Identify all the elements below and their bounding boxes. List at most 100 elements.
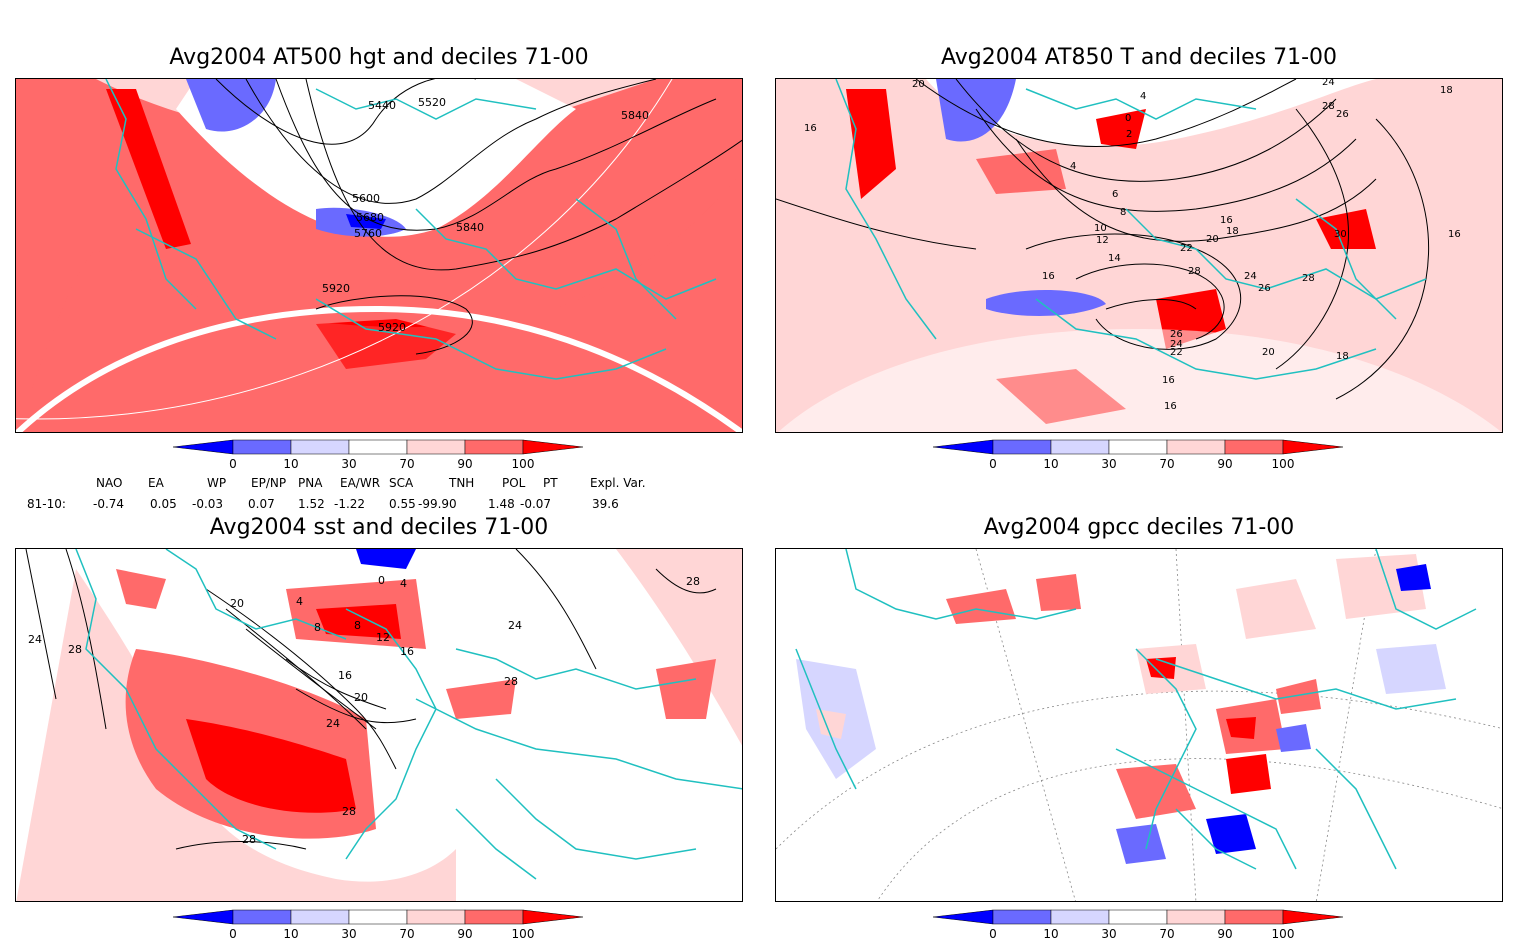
svg-text:5760: 5760 — [354, 227, 382, 240]
index-value-epnp: 0.07 — [248, 497, 275, 511]
svg-text:30: 30 — [1334, 229, 1347, 240]
svg-text:26: 26 — [1258, 283, 1271, 294]
index-header-pol: POL — [502, 476, 526, 490]
colorbar-tick-label: 10 — [1043, 457, 1058, 471]
colorbar-swatch — [173, 909, 234, 925]
colorbar-swatch — [933, 439, 994, 455]
svg-text:28: 28 — [68, 643, 82, 656]
svg-text:8: 8 — [1120, 207, 1126, 218]
colorbar-swatch — [406, 439, 466, 455]
index-header-nao: NAO — [96, 476, 123, 490]
colorbar-tick-label: 90 — [1217, 457, 1232, 471]
colorbar-tick-label: 30 — [341, 927, 356, 941]
indices-values: 81-10: -0.74 0.05 -0.03 0.07 1.52 -1.22 … — [0, 497, 760, 513]
colorbar-swatch — [933, 909, 994, 925]
index-header-eawr: EA/WR — [340, 476, 381, 490]
svg-text:5840: 5840 — [621, 109, 649, 122]
colorbar-swatch — [173, 439, 234, 455]
colorbar-tick-label: 90 — [1217, 927, 1232, 941]
svg-text:6: 6 — [1112, 189, 1118, 200]
svg-text:16: 16 — [1220, 215, 1233, 226]
index-value-wp: -0.03 — [192, 497, 224, 511]
svg-text:22: 22 — [1170, 347, 1183, 358]
colorbar-tick-label: 30 — [341, 457, 356, 471]
svg-text:5840: 5840 — [456, 221, 484, 234]
svg-text:16: 16 — [338, 669, 352, 682]
colorbar-tick-label: 10 — [1043, 927, 1058, 941]
index-value-nao: -0.74 — [93, 497, 125, 511]
map-panel-at500: 5440 5520 5840 5600 5680 5760 5840 5920 … — [15, 78, 743, 433]
colorbar-tick-label: 90 — [457, 927, 472, 941]
svg-text:5920: 5920 — [378, 321, 406, 334]
panel-title-2: Avg2004 AT850 T and deciles 71-00 — [940, 45, 1338, 70]
svg-text:18: 18 — [1336, 351, 1349, 362]
colorbar-4: 0 10 30 70 90 100 — [933, 909, 1344, 941]
svg-text:5440: 5440 — [368, 99, 396, 112]
colorbar-tick-label: 10 — [283, 457, 298, 471]
colorbar-swatch — [1224, 439, 1284, 455]
map-panel-at850: 20 4 18 16 0 2 24 28 26 4 6 8 10 12 14 1… — [775, 78, 1503, 433]
index-value-ea: 0.05 — [150, 497, 177, 511]
svg-text:28: 28 — [342, 805, 356, 818]
colorbar-tick-label: 30 — [1101, 457, 1116, 471]
svg-text:10: 10 — [1094, 223, 1107, 234]
indices-header: NAO EA WP EP/NP PNA EA/WR SCA TNH POL PT… — [0, 476, 760, 492]
colorbar-swatch — [992, 909, 1052, 925]
svg-text:28: 28 — [504, 675, 518, 688]
svg-text:20: 20 — [230, 597, 244, 610]
colorbar-tick-label: 100 — [512, 457, 535, 471]
colorbar-tick-label: 70 — [399, 457, 414, 471]
colorbar-tick-label: 0 — [229, 927, 237, 941]
colorbar-swatch — [464, 439, 524, 455]
colorbar-tick-label: 70 — [399, 927, 414, 941]
colorbar-3: 0 10 30 70 90 100 — [173, 909, 584, 941]
colorbar-tick-label: 100 — [1272, 457, 1295, 471]
svg-text:0: 0 — [1125, 113, 1131, 124]
svg-text:18: 18 — [1440, 85, 1453, 96]
colorbar-tick-label: 100 — [512, 927, 535, 941]
index-header-tnh: TNH — [449, 476, 475, 490]
svg-text:20: 20 — [1262, 347, 1275, 358]
colorbar-swatch — [348, 909, 408, 925]
colorbar-swatch — [1050, 909, 1110, 925]
colorbar-swatch — [992, 439, 1052, 455]
svg-text:20: 20 — [354, 691, 368, 704]
panel-title-1: Avg2004 AT500 hgt and deciles 71-00 — [169, 45, 589, 70]
svg-text:20: 20 — [1206, 234, 1219, 245]
index-value-pol: 1.48 — [488, 497, 515, 511]
colorbar-swatch — [464, 909, 524, 925]
svg-text:5680: 5680 — [356, 211, 384, 224]
colorbar-tick-label: 70 — [1159, 927, 1174, 941]
colorbar-swatch — [1166, 439, 1226, 455]
colorbar-swatch — [1108, 909, 1168, 925]
index-value-pna: 1.52 — [298, 497, 325, 511]
svg-text:12: 12 — [376, 631, 390, 644]
svg-text:5600: 5600 — [352, 192, 380, 205]
svg-text:4: 4 — [1070, 161, 1076, 172]
map-panel-sst: 24 28 20 4 8 0 4 8 12 16 20 24 16 24 28 … — [15, 548, 743, 902]
svg-text:24: 24 — [1322, 79, 1335, 88]
svg-text:2: 2 — [1126, 129, 1132, 140]
index-header-explvar: Expl. Var. — [590, 476, 646, 490]
svg-text:24: 24 — [508, 619, 522, 632]
colorbar-swatch — [522, 909, 584, 925]
colorbar-swatch — [1166, 909, 1226, 925]
panel-title-4: Avg2004 gpcc deciles 71-00 — [983, 515, 1295, 540]
svg-text:28: 28 — [686, 575, 700, 588]
colorbar-swatch — [1224, 909, 1284, 925]
svg-text:14: 14 — [1108, 253, 1121, 264]
indices-row-label: 81-10: — [27, 497, 66, 511]
colorbar-2: 0 10 30 70 90 100 — [933, 439, 1344, 471]
svg-text:8: 8 — [354, 619, 361, 632]
svg-text:22: 22 — [1180, 243, 1193, 254]
colorbar-tick-label: 0 — [229, 457, 237, 471]
svg-text:8: 8 — [314, 621, 321, 634]
colorbar-swatch — [348, 439, 408, 455]
colorbar-tick-label: 70 — [1159, 457, 1174, 471]
svg-text:16: 16 — [1042, 271, 1055, 282]
colorbar-1: 0 10 30 70 90 100 — [173, 439, 584, 471]
svg-text:16: 16 — [1164, 401, 1177, 412]
colorbar-swatch — [406, 909, 466, 925]
svg-text:5920: 5920 — [322, 282, 350, 295]
svg-text:16: 16 — [1448, 229, 1461, 240]
